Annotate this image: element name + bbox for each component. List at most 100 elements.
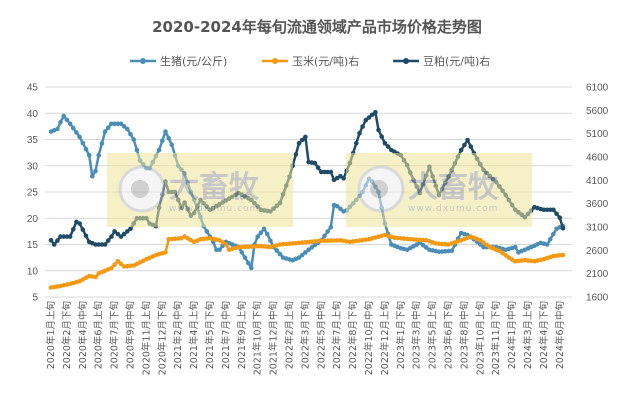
data-point xyxy=(299,252,305,258)
left-y-axis: 45 40 35 30 25 20 15 10 5 xyxy=(27,83,39,304)
legend-item[interactable]: 生猪(元/公斤) xyxy=(130,54,227,68)
data-point xyxy=(64,234,70,239)
x-tick-label: 2021年5月下旬 xyxy=(204,301,216,369)
data-point xyxy=(115,259,121,264)
data-point xyxy=(90,174,95,179)
data-point xyxy=(67,234,73,239)
x-tick-label: 2023年1月下旬 xyxy=(395,301,407,369)
data-point xyxy=(557,215,563,220)
x-axis: 2020年1月上旬 2020年2月下旬 2020年4月中旬 2020年6月上旬 2020… xyxy=(45,301,566,375)
data-point xyxy=(497,248,502,254)
data-point xyxy=(503,253,509,258)
data-point xyxy=(93,242,98,247)
data-point xyxy=(204,229,210,234)
data-point xyxy=(51,242,57,247)
data-point xyxy=(299,137,305,143)
data-point xyxy=(319,169,324,175)
data-point xyxy=(264,231,270,237)
data-point xyxy=(319,238,324,244)
data-point xyxy=(217,247,222,253)
data-point xyxy=(121,231,127,237)
data-point xyxy=(118,234,124,239)
data-point xyxy=(306,247,311,253)
watermark-logo-eye-icon xyxy=(370,180,388,198)
data-point xyxy=(55,238,60,243)
x-tick-label: 2021年10月下旬 xyxy=(252,301,264,375)
data-point xyxy=(249,265,254,271)
right-tick-label: 6100 xyxy=(586,83,609,94)
data-point xyxy=(382,140,388,146)
x-tick-label: 2022年10月中旬 xyxy=(363,301,375,375)
data-point xyxy=(366,115,372,120)
data-point xyxy=(369,112,375,118)
x-tick-label: 2020年4月中旬 xyxy=(77,301,89,369)
watermark-logo-eye-icon xyxy=(131,180,149,198)
data-point xyxy=(357,130,362,136)
legend-marker-icon xyxy=(140,58,146,64)
legend-item[interactable]: 玉米(元/吨)右 xyxy=(262,54,359,68)
legend-item[interactable]: 豆粕(元/吨)右 xyxy=(393,54,490,68)
x-tick-label: 2024年4月下旬 xyxy=(538,301,550,369)
data-point xyxy=(80,140,86,146)
data-point xyxy=(112,229,117,234)
x-tick-label: 2020年9月中旬 xyxy=(125,301,137,369)
right-tick-label: 4100 xyxy=(586,176,609,187)
right-tick-label: 5100 xyxy=(586,129,609,140)
data-point xyxy=(58,234,63,239)
data-point xyxy=(551,231,556,237)
data-point xyxy=(109,265,114,271)
data-point xyxy=(334,238,340,243)
data-point xyxy=(77,221,82,226)
data-point xyxy=(328,238,334,243)
right-tick-label: 5600 xyxy=(586,106,609,117)
x-tick-label: 2023年6月下旬 xyxy=(443,301,455,369)
x-tick-label: 2022年12月上旬 xyxy=(379,301,391,375)
right-tick-label: 2100 xyxy=(586,269,609,280)
x-tick-label: 2023年10月上旬 xyxy=(474,301,486,375)
data-point xyxy=(245,260,251,266)
data-point xyxy=(71,125,76,131)
data-point xyxy=(163,129,168,134)
data-point xyxy=(118,261,124,267)
data-point xyxy=(115,231,121,237)
data-point xyxy=(61,234,66,239)
data-point xyxy=(109,121,114,127)
data-point xyxy=(156,147,162,153)
watermark-url: www.dxumu.com xyxy=(408,204,498,214)
data-point xyxy=(379,134,385,139)
x-tick-label: 2021年12月中旬 xyxy=(268,301,280,375)
right-tick-label: 3100 xyxy=(586,223,609,234)
right-tick-label: 1600 xyxy=(586,293,609,304)
legend-marker-icon xyxy=(403,58,409,64)
x-tick-label: 2024年3月上旬 xyxy=(522,301,534,369)
data-point xyxy=(322,238,327,243)
data-point xyxy=(134,147,140,153)
data-point xyxy=(293,152,299,157)
right-tick-label: 4600 xyxy=(586,153,609,164)
x-tick-label: 2021年7月中旬 xyxy=(220,301,232,369)
x-tick-label: 2020年1月上旬 xyxy=(45,301,57,369)
data-point xyxy=(341,176,346,181)
data-point xyxy=(296,140,302,146)
data-point xyxy=(255,234,260,239)
data-point xyxy=(67,121,73,127)
data-point xyxy=(312,160,318,166)
data-point xyxy=(77,134,82,140)
legend-marker-icon xyxy=(272,58,278,64)
data-point xyxy=(249,244,254,249)
data-point xyxy=(296,255,302,260)
data-point xyxy=(544,207,550,213)
data-point xyxy=(160,138,165,144)
data-point xyxy=(458,147,464,153)
data-point xyxy=(121,124,127,129)
x-tick-label: 2024年1月中旬 xyxy=(506,301,518,369)
data-point xyxy=(102,242,108,247)
data-point xyxy=(363,117,369,123)
left-tick-label: 30 xyxy=(27,161,39,172)
data-point xyxy=(71,227,76,232)
data-point xyxy=(48,238,54,243)
data-point xyxy=(118,121,124,127)
series-1 xyxy=(48,232,566,290)
left-tick-label: 15 xyxy=(27,240,39,251)
